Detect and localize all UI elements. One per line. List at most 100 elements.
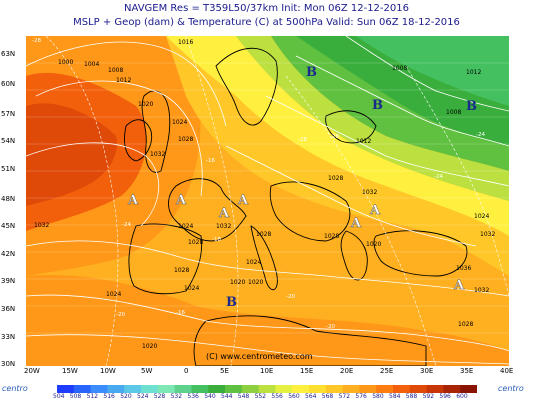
isotherms (45, 36, 509, 366)
isobar-label: 1024 (172, 119, 187, 126)
isobar-label: 1028 (256, 231, 271, 238)
legend-value: 580 (372, 393, 384, 400)
isobar-label: 1024 (246, 259, 261, 266)
legend-value: 516 (103, 393, 115, 400)
temp-band-572 (166, 36, 509, 276)
logo-right: centro (498, 384, 524, 393)
legend-value: 548 (237, 393, 250, 400)
high-pressure-center: A (218, 206, 230, 221)
isobar-label: 1028 (188, 239, 203, 246)
lon-label: 40E (500, 367, 514, 375)
high-pressure-center: A (350, 216, 362, 231)
legend-value: 584 (389, 393, 401, 400)
legend-value: 592 (422, 393, 435, 400)
isobar-label: 1020 (142, 343, 157, 350)
low-pressure-center: B (372, 98, 383, 113)
isobar-label: 1032 (216, 223, 231, 230)
isotherm-label: -24 (476, 132, 485, 138)
lat-label: 57N (1, 110, 16, 118)
legend-swatch (443, 385, 461, 393)
lon-label: 10E (260, 367, 274, 375)
lon-label: 15E (300, 367, 314, 375)
high-pressure-center: A (127, 193, 139, 208)
lat-label: 63N (1, 50, 16, 58)
legend-swatch (107, 385, 125, 393)
legend-value: 552 (254, 393, 267, 400)
legend-swatch (57, 385, 75, 393)
isotherm-label: -28 (32, 38, 41, 44)
legend-value: 528 (153, 393, 166, 400)
isotherm-label: -28 (330, 134, 339, 140)
isobar-label: 1012 (356, 138, 371, 145)
high-pressure-center: A (237, 193, 249, 208)
low-pressure-center: B (466, 99, 477, 114)
graticule (26, 62, 509, 334)
credit-text: (C) www.centrometeo.com (206, 352, 313, 361)
isobar-label: 1004 (84, 61, 99, 68)
lon-label: 10W (100, 367, 116, 375)
isobar-label: 1024 (178, 223, 193, 230)
high-pressure-center: A (453, 278, 465, 293)
legend-swatch (124, 385, 142, 393)
isotherm-label: -16 (176, 310, 185, 316)
legend-swatch (174, 385, 192, 393)
isobar-label: 1028 (178, 136, 193, 143)
legend-swatch (225, 385, 243, 393)
lat-label: 30N (1, 360, 16, 368)
isobar-label: 1020 (138, 101, 153, 108)
lon-label: 15W (62, 367, 78, 375)
isobar-label: 1032 (480, 231, 495, 238)
lat-label: 45N (1, 222, 16, 230)
legend-value: 536 (187, 393, 199, 400)
temp-band-588 (26, 103, 117, 206)
isobar-label: 1012 (116, 77, 131, 84)
legend-swatch (309, 385, 327, 393)
isobar-label: 1032 (474, 287, 489, 294)
lon-label: 20E (340, 367, 354, 375)
legend-value: 524 (137, 393, 149, 400)
temp-band-564 (166, 36, 509, 236)
weather-map: 1016 1000 1004 1008 1012 1020 1024 1028 1032 1032… (26, 36, 509, 366)
legend-value: 532 (170, 393, 183, 400)
lat-label: 42N (1, 250, 16, 258)
legend-value: 568 (321, 393, 334, 400)
isobar-label: 1008 (446, 109, 461, 116)
isobar-label: 1028 (458, 321, 473, 328)
lon-label: 0 (184, 367, 189, 375)
legend-value: 572 (338, 393, 351, 400)
legend-value: 588 (405, 393, 418, 400)
lon-label: 25E (380, 367, 394, 375)
low-pressure-center: B (226, 295, 237, 310)
legend-swatch (342, 385, 360, 393)
legend-swatch (460, 385, 477, 393)
legend-value: 560 (288, 393, 300, 400)
legend-value: 504 (53, 393, 65, 400)
lat-label: 39N (1, 277, 16, 285)
legend-swatch (73, 385, 92, 393)
legend-swatch (393, 385, 411, 393)
isobar-label: 1024 (106, 291, 121, 298)
lat-label: 33N (1, 333, 16, 341)
lat-label: 51N (1, 165, 16, 173)
high-pressure-center: A (369, 203, 381, 218)
isobar-label: 1024 (184, 285, 199, 292)
high-pressure-center: A (175, 193, 187, 208)
temp-band-556 (236, 36, 509, 201)
isobar-label: 1028 (324, 233, 339, 240)
legend-swatch (426, 385, 444, 393)
legend-value: 540 (204, 393, 216, 400)
lat-label: 54N (1, 137, 16, 145)
legend-swatch (141, 385, 159, 393)
isobar-label: 1032 (150, 151, 165, 158)
lat-label: 36N (1, 305, 16, 313)
legend-swatch (275, 385, 293, 393)
legend-swatch (359, 385, 377, 393)
isobar-label: 1036 (456, 265, 471, 272)
isotherm-label: -20 (116, 312, 125, 318)
legend-swatch (191, 385, 209, 393)
lat-label: 48N (1, 195, 16, 203)
isotherm-label: -20 (326, 324, 335, 330)
isotherm-label: -28 (298, 137, 307, 143)
legend-value: 596 (439, 393, 451, 400)
isobar-label: 1008 (108, 67, 123, 74)
